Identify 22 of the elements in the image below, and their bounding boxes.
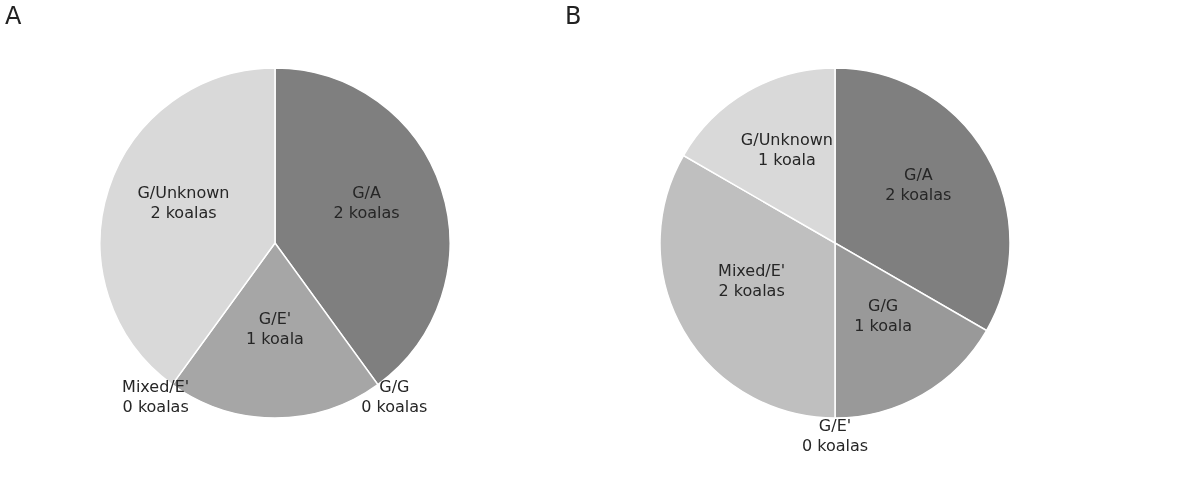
data-label: 2 koalas bbox=[333, 203, 400, 223]
data-label: 2 koalas bbox=[150, 203, 217, 223]
slice-label: G/E' bbox=[258, 309, 292, 329]
slice-label: G/G bbox=[868, 296, 899, 316]
chart-title: B bbox=[565, 2, 582, 30]
slice-label: Mixed/E' bbox=[718, 261, 786, 281]
data-label: 2 koalas bbox=[718, 281, 785, 301]
slice-label: G/A bbox=[903, 164, 933, 184]
text: 0 koalas bbox=[361, 397, 428, 417]
data-label: 1 koala bbox=[854, 316, 913, 336]
slice-label: G/A bbox=[352, 183, 381, 203]
chart-title: A bbox=[5, 2, 22, 30]
data-label: 2 koalas bbox=[885, 184, 952, 204]
data-label: 1 koala bbox=[757, 149, 816, 169]
slice-label: G/Unknown bbox=[137, 183, 230, 203]
category-label: G/G bbox=[379, 377, 410, 397]
text: 0 koalas bbox=[801, 436, 869, 455]
slice-label: G/Unknown bbox=[740, 129, 833, 149]
data-label: 1 koala bbox=[246, 329, 304, 349]
category-label: Mixed/E' bbox=[122, 377, 190, 397]
category-label: G/E' bbox=[818, 416, 852, 435]
text: 0 koalas bbox=[122, 397, 189, 417]
